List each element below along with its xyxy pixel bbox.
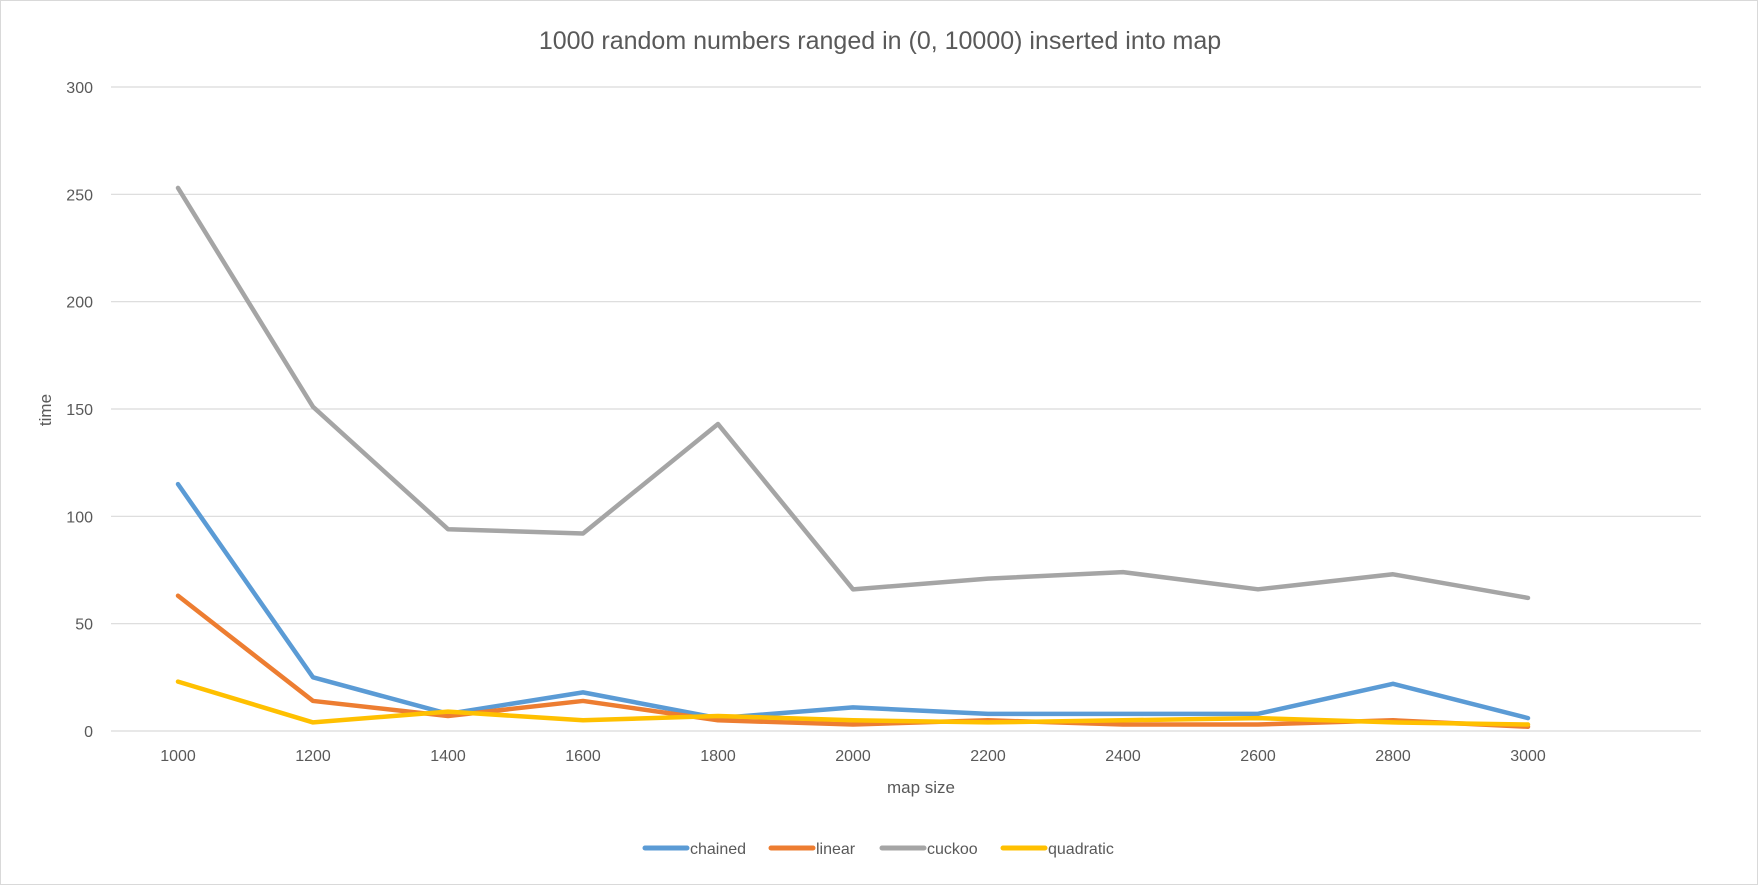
y-tick-label: 250 [66, 187, 93, 204]
legend: chained linear cuckoo quadratic [642, 841, 1114, 858]
gridlines [111, 86, 1701, 732]
x-tick-label: 1000 [160, 748, 196, 765]
y-axis-ticks: 0 50 100 150 200 250 300 [66, 80, 93, 741]
legend-label-cuckoo: cuckoo [927, 841, 978, 858]
y-tick-label: 200 [66, 295, 93, 312]
x-tick-label: 2200 [970, 748, 1006, 765]
y-axis-label: time [36, 394, 55, 426]
series-line-linear [175, 593, 1531, 729]
x-tick-label: 2400 [1105, 748, 1141, 765]
series-line-cuckoo [175, 185, 1531, 601]
x-axis-ticks: 1000 1200 1400 1600 1800 2000 2200 2400 2600 2800… [160, 748, 1546, 765]
chart-title: 1000 random numbers ranged in (0, 10000)… [539, 27, 1221, 55]
y-tick-label: 0 [84, 724, 93, 741]
x-tick-label: 2600 [1240, 748, 1276, 765]
x-tick-label: 1400 [430, 748, 466, 765]
legend-label-chained: chained [690, 841, 746, 858]
legend-label-linear: linear [816, 841, 856, 858]
x-tick-label: 2000 [835, 748, 871, 765]
legend-label-quadratic: quadratic [1048, 841, 1114, 858]
series-line-chained [175, 481, 1531, 721]
x-tick-label: 3000 [1510, 748, 1546, 765]
x-axis-label: map size [887, 778, 955, 797]
series-lines [175, 185, 1531, 729]
y-tick-label: 100 [66, 509, 93, 526]
x-tick-label: 1800 [700, 748, 736, 765]
y-tick-label: 150 [66, 402, 93, 419]
y-tick-label: 300 [66, 80, 93, 97]
x-tick-label: 2800 [1375, 748, 1411, 765]
y-tick-label: 50 [75, 617, 93, 634]
series-line-quadratic [175, 679, 1531, 727]
x-tick-label: 1600 [565, 748, 601, 765]
x-tick-label: 1200 [295, 748, 331, 765]
